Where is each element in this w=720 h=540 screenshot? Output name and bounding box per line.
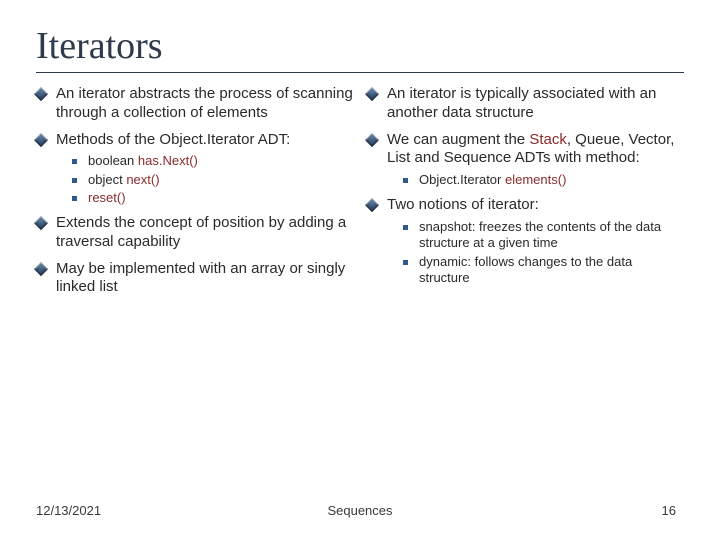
method-hasnext: has.Next() <box>138 153 198 168</box>
method-next: next() <box>126 172 159 187</box>
right-list: An iterator is typically associated with… <box>367 85 684 286</box>
left-item-3: Extends the concept of position by addin… <box>36 214 353 252</box>
left-item-2-text: Methods of the Object.Iterator ADT: <box>56 131 290 148</box>
right-column: An iterator is typically associated with… <box>367 85 684 305</box>
right-item-2-sublist: Object.Iterator elements() <box>387 172 684 188</box>
left-list: An iterator abstracts the process of sca… <box>36 85 353 297</box>
left-column: An iterator abstracts the process of sca… <box>36 85 353 305</box>
type-boolean: boolean <box>88 153 138 168</box>
left-sub-hasnext: boolean has.Next() <box>56 153 353 169</box>
left-item-2: Methods of the Object.Iterator ADT: bool… <box>36 131 353 207</box>
method-elements: elements() <box>505 172 566 187</box>
right-item-2: We can augment the Stack, Queue, Vector,… <box>367 131 684 189</box>
right-item-3-text: Two notions of iterator: <box>387 196 539 213</box>
left-sub-reset: reset() <box>56 190 353 206</box>
right-item-3: Two notions of iterator: snapshot: freez… <box>367 196 684 286</box>
left-item-1: An iterator abstracts the process of sca… <box>36 85 353 123</box>
right-item-1: An iterator is typically associated with… <box>367 85 684 123</box>
left-sub-next: object next() <box>56 172 353 188</box>
method-reset: reset() <box>88 190 126 205</box>
right-item-2-hi: Stack <box>529 131 567 148</box>
right-item-2-post: ADTs with method: <box>515 149 640 166</box>
right-sub-elements: Object.Iterator elements() <box>387 172 684 188</box>
right-item-2-pre: We can augment the <box>387 131 529 148</box>
slide-footer: 12/13/2021 Sequences 16 <box>0 503 720 518</box>
right-item-3-sublist: snapshot: freezes the contents of the da… <box>387 219 684 286</box>
left-item-4: May be implemented with an array or sing… <box>36 260 353 298</box>
footer-center: Sequences <box>327 503 392 518</box>
right-sub-dynamic: dynamic: follows changes to the data str… <box>387 254 684 287</box>
left-item-2-sublist: boolean has.Next() object next() reset() <box>56 153 353 206</box>
content-columns: An iterator abstracts the process of sca… <box>36 85 684 305</box>
slide: Iterators An iterator abstracts the proc… <box>0 0 720 540</box>
title-underline <box>36 72 684 73</box>
right-sub-snapshot: snapshot: freezes the contents of the da… <box>387 219 684 252</box>
type-objectiterator: Object.Iterator <box>419 172 505 187</box>
footer-page-number: 16 <box>662 503 676 518</box>
slide-title: Iterators <box>36 24 684 68</box>
footer-date: 12/13/2021 <box>36 503 101 518</box>
type-object: object <box>88 172 126 187</box>
